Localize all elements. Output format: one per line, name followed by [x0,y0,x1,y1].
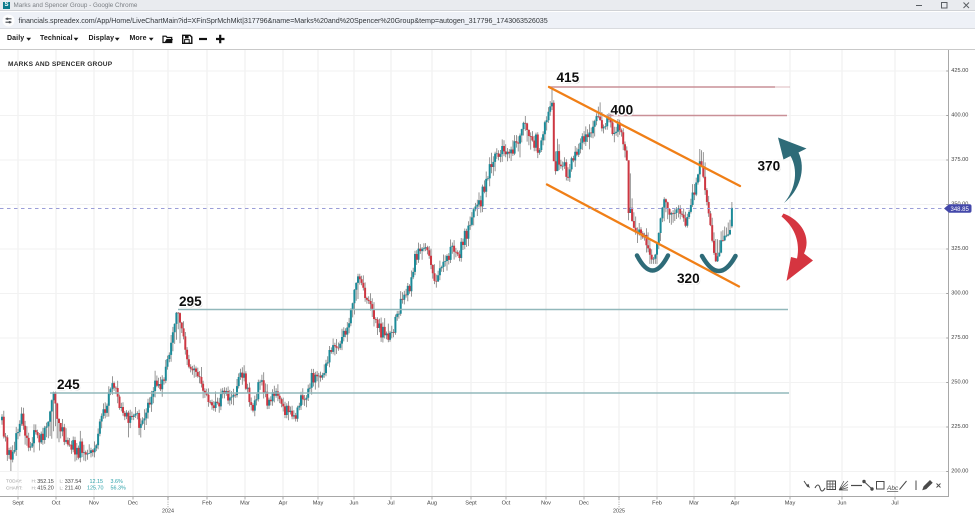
svg-text:Mar: Mar [240,501,250,507]
svg-text:Aug: Aug [427,501,437,507]
svg-text:295: 295 [179,294,202,309]
svg-text:Feb: Feb [202,501,212,507]
svg-text:H:: H: [32,485,37,490]
svg-text:425.00: 425.00 [951,68,968,74]
svg-text:300.00: 300.00 [951,291,968,297]
svg-text:415: 415 [558,71,581,86]
svg-text:Feb: Feb [652,501,662,507]
svg-text:325.00: 325.00 [951,246,968,252]
svg-text:Jul: Jul [891,501,898,507]
svg-text:Sept: Sept [12,501,24,507]
svg-text:56.3%: 56.3% [111,486,126,492]
svg-text:415.20: 415.20 [37,486,54,492]
svg-text:May: May [785,501,796,507]
svg-text:370: 370 [758,159,781,174]
svg-text:L:: L: [60,479,64,484]
svg-text:Dec: Dec [128,501,138,507]
svg-text:352.15: 352.15 [37,479,54,485]
svg-text:245: 245 [58,378,81,393]
svg-text:May: May [313,501,324,507]
svg-text:200.00: 200.00 [951,469,968,475]
svg-text:225.00: 225.00 [951,424,968,430]
svg-text:MARKS AND SPENCER GROUP: MARKS AND SPENCER GROUP [8,61,113,68]
svg-text:H:: H: [32,479,37,484]
svg-text:Jun: Jun [837,501,846,507]
svg-text:Jun: Jun [349,501,358,507]
svg-text:3.6%: 3.6% [111,479,123,485]
svg-text:2025: 2025 [613,509,625,515]
svg-text:337.54: 337.54 [65,479,82,485]
svg-text:125.70: 125.70 [87,486,104,492]
svg-text:320: 320 [677,271,700,286]
svg-text:275.00: 275.00 [951,335,968,341]
svg-text:Apr: Apr [731,501,740,507]
svg-text:L:: L: [60,485,64,490]
svg-text:295: 295 [180,295,203,310]
svg-text:Mar: Mar [689,501,699,507]
svg-text:Jul: Jul [387,501,394,507]
svg-text:320: 320 [678,272,701,287]
svg-text:375.00: 375.00 [951,157,968,163]
svg-text:Dec: Dec [579,501,589,507]
svg-text:211.40: 211.40 [65,486,81,492]
svg-text:Oct: Oct [52,501,61,507]
svg-text:Nov: Nov [541,501,551,507]
svg-text:Apr: Apr [279,501,288,507]
svg-text:250.00: 250.00 [951,380,968,386]
svg-text:TODAY:: TODAY: [6,479,22,484]
svg-text:348.85: 348.85 [951,207,970,213]
svg-text:400: 400 [611,103,634,118]
svg-text:400.00: 400.00 [951,113,968,119]
svg-text:CHART:: CHART: [6,485,23,490]
svg-text:Sept: Sept [465,501,477,507]
svg-text:415: 415 [557,70,580,85]
svg-text:Nov: Nov [89,501,99,507]
svg-text:Abc: Abc [886,485,899,492]
svg-text:Oct: Oct [502,501,511,507]
svg-text:370: 370 [759,160,782,175]
svg-text:400: 400 [612,104,635,119]
svg-text:245: 245 [57,377,80,392]
svg-text:2024: 2024 [162,509,174,515]
svg-text:12.15: 12.15 [90,479,104,485]
